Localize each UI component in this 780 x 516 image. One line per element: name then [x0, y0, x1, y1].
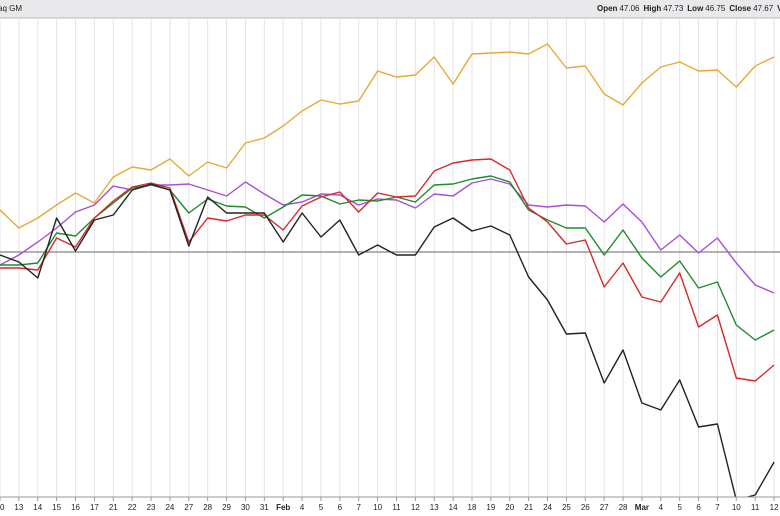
x-tick-label: 22 [128, 503, 137, 512]
quote-value: 46.75 [705, 4, 726, 13]
series-line [0, 183, 775, 497]
x-tick-label: 11 [392, 503, 401, 512]
x-tick-label: 23 [147, 503, 156, 512]
quote-label: High [643, 4, 661, 13]
x-tick-label: 28 [619, 503, 628, 512]
x-tick-label: 28 [203, 503, 212, 512]
x-tick-label: 10 [732, 503, 741, 512]
x-tick-label: 26 [581, 503, 590, 512]
x-tick-label: 19 [486, 503, 495, 512]
x-tick-label: 12 [770, 503, 779, 512]
x-tick-label: 10 [373, 503, 382, 512]
x-tick-label: 24 [543, 503, 552, 512]
x-tick-label: 12 [411, 503, 420, 512]
x-tick-label: Feb [276, 503, 290, 512]
x-tick-label: 16 [71, 503, 80, 512]
quote-label: Volume [777, 4, 780, 13]
x-tick-label: 7 [715, 503, 720, 512]
x-axis-band [0, 497, 780, 516]
x-tick-label: 18 [468, 503, 477, 512]
x-tick-label: 14 [33, 503, 42, 512]
x-tick-label: Mar [635, 503, 649, 512]
x-tick-label: 13 [430, 503, 439, 512]
series-line [0, 158, 775, 382]
x-tick-label: 15 [52, 503, 61, 512]
x-tick-label: 13 [14, 503, 23, 512]
quote-label: Open [597, 4, 618, 13]
series-line [0, 43, 775, 229]
quote: Open47.06High47.73Low46.75Close47.67Volu… [597, 4, 780, 13]
symbol-info: Nasdaq GM [0, 4, 22, 13]
x-tick-label: 17 [90, 503, 99, 512]
header-bar [0, 0, 780, 18]
x-tick-label: 6 [338, 503, 343, 512]
series-line [0, 178, 775, 294]
quote-label: Close [729, 4, 751, 13]
x-tick-label: 10 [0, 503, 5, 512]
x-tick-label: 7 [356, 503, 361, 512]
x-tick-label: 24 [165, 503, 174, 512]
x-tick-label: 27 [600, 503, 609, 512]
x-tick-label: 29 [222, 503, 231, 512]
x-tick-label: 4 [300, 503, 305, 512]
quote-value: 47.67 [753, 4, 774, 13]
x-tick-label: 31 [260, 503, 269, 512]
x-tick-label: 25 [562, 503, 571, 512]
x-tick-label: 6 [696, 503, 701, 512]
x-tick-label: 11 [751, 503, 760, 512]
x-tick-label: 14 [449, 503, 458, 512]
x-tick-label: 27 [184, 503, 193, 512]
x-tick-label: 5 [319, 503, 324, 512]
series-line [0, 175, 775, 341]
quote-value: 47.73 [663, 4, 684, 13]
x-tick-label: 5 [677, 503, 682, 512]
x-tick-label: 4 [659, 503, 664, 512]
x-tick-label: 30 [241, 503, 250, 512]
quote-value: 47.06 [619, 4, 640, 13]
x-tick-label: 21 [109, 503, 118, 512]
x-tick-label: 20 [505, 503, 514, 512]
quote-label: Low [687, 4, 704, 13]
x-tick-label: 21 [524, 503, 533, 512]
